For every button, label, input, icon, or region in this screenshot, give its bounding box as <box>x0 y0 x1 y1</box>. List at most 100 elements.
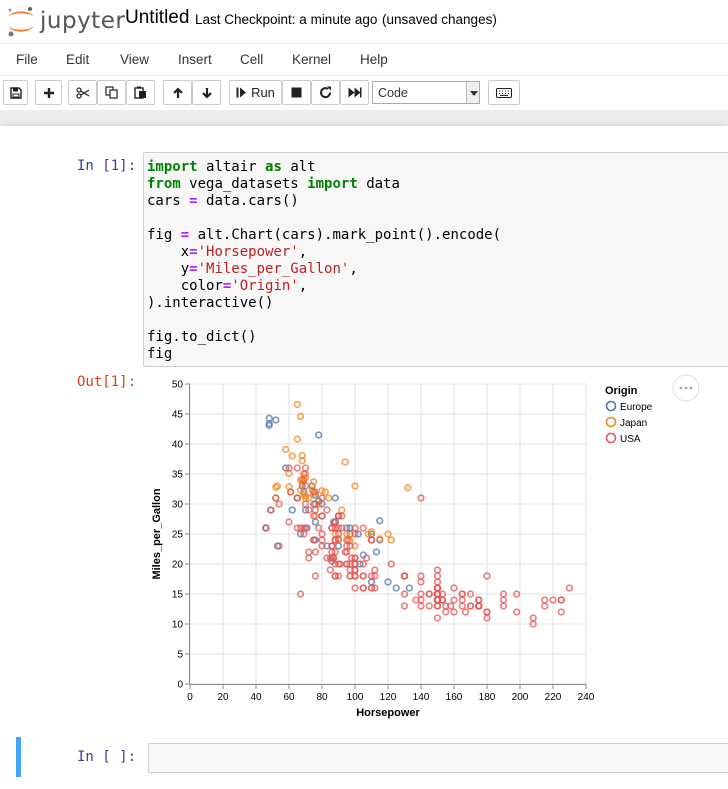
menu-edit[interactable]: Edit <box>66 52 90 67</box>
point-japan-9 <box>293 400 301 409</box>
code-line-8-op: = <box>222 278 232 294</box>
point-usa-141 <box>400 590 409 598</box>
point-usa-96 <box>305 554 313 562</box>
point-usa-168 <box>450 584 458 592</box>
point-usa-46 <box>275 542 283 550</box>
point-usa-42 <box>285 518 293 526</box>
interrupt-button[interactable] <box>282 80 311 105</box>
code-line-1-kw1: import <box>147 159 198 175</box>
point-usa-135 <box>367 536 376 544</box>
y-tick-label-0: 0 <box>177 680 183 691</box>
point-usa-175 <box>371 584 379 592</box>
x-tick-label-12: 240 <box>578 692 595 703</box>
menu-help[interactable]: Help <box>360 52 388 67</box>
point-japan-32 <box>324 494 333 502</box>
restart-button[interactable] <box>311 80 340 105</box>
point-usa-129 <box>315 524 323 532</box>
point-usa-104 <box>267 506 275 514</box>
point-usa-136 <box>359 524 367 532</box>
point-usa-189 <box>323 554 331 562</box>
point-europe-22 <box>315 431 323 439</box>
point-usa-160 <box>328 524 336 532</box>
point-usa-147 <box>331 536 339 544</box>
output-prompt: Out[1]: <box>77 374 137 390</box>
point-usa-99 <box>326 566 334 574</box>
step-forward-icon <box>236 87 247 98</box>
point-usa-69 <box>346 542 354 550</box>
menu-file[interactable]: File <box>16 52 38 67</box>
insert-cell-button[interactable] <box>35 80 62 105</box>
point-europe-6 <box>272 416 280 424</box>
point-usa-167 <box>442 608 450 616</box>
point-japan-12 <box>296 412 305 421</box>
y-tick-label-10: 50 <box>172 380 184 391</box>
point-usa-138 <box>433 566 442 574</box>
code-line-1-mod: altair <box>206 159 257 175</box>
point-usa-49 <box>458 602 466 610</box>
point-japan-45 <box>367 527 376 536</box>
legend-symbol-europe <box>605 400 617 412</box>
plus-icon <box>43 87 54 98</box>
code-cell-input[interactable]: import altair as alt from vega_datasets … <box>143 152 728 367</box>
point-usa-133 <box>310 536 318 544</box>
cell-type-select[interactable]: Code <box>372 81 480 104</box>
code-line-3-rhs: data.cars() <box>206 193 299 209</box>
move-down-button[interactable] <box>192 80 221 105</box>
point-usa-117 <box>293 524 301 532</box>
menu-kernel[interactable]: Kernel <box>292 52 332 67</box>
code-line-7-str: 'Miles_per_Gallon' <box>197 261 350 277</box>
copy-button[interactable] <box>97 80 126 105</box>
point-usa-152 <box>293 464 301 472</box>
cut-button[interactable] <box>68 80 97 105</box>
point-japan-30 <box>318 487 326 495</box>
point-usa-64 <box>311 548 320 556</box>
run-label: Run <box>251 85 275 100</box>
jupyter-logo[interactable]: jupyter <box>4 4 125 38</box>
code-line-2-kw1: from <box>147 176 181 192</box>
point-usa-158 <box>275 500 283 508</box>
point-usa-180 <box>338 524 346 532</box>
menu-insert[interactable]: Insert <box>178 52 212 67</box>
notebook-name[interactable]: Untitled <box>125 7 190 28</box>
fast-forward-icon <box>348 87 361 98</box>
scatter-chart[interactable]: 0 20 40 60 80 100 120 140 160 180 200 220 240 0 5 10 15 2… <box>140 374 728 722</box>
code-cell-input-empty[interactable] <box>148 743 728 773</box>
point-europe-4 <box>265 419 273 428</box>
notebook-container: In [1]: import altair as alt from vega_d… <box>0 126 728 789</box>
run-button[interactable]: Run <box>229 80 282 105</box>
point-usa-60 <box>400 602 409 610</box>
point-usa-159 <box>334 536 343 544</box>
point-usa-100 <box>362 554 371 562</box>
point-usa-97 <box>341 548 349 556</box>
command-palette-button[interactable] <box>488 80 520 105</box>
move-up-button[interactable] <box>163 80 192 105</box>
point-usa-130 <box>272 494 280 502</box>
point-usa-37 <box>334 512 343 520</box>
menu-cell[interactable]: Cell <box>240 52 264 67</box>
checkpoint-status: Last Checkpoint: a minute ago <box>195 12 378 27</box>
empty-code-cell[interactable]: In [ ]: <box>16 737 728 777</box>
point-usa-2 <box>433 572 442 580</box>
input-prompt: In [1]: <box>77 158 137 174</box>
point-usa-57 <box>499 602 508 610</box>
point-usa-144 <box>367 584 376 592</box>
chart-points <box>262 400 574 628</box>
stop-icon <box>291 87 302 98</box>
restart-run-all-button[interactable] <box>340 80 369 105</box>
chart-actions-menu[interactable] <box>672 374 700 402</box>
point-japan-46 <box>376 535 384 543</box>
code-editor[interactable]: import altair as alt from vega_datasets … <box>147 159 501 363</box>
menu-view[interactable]: View <box>120 52 150 67</box>
point-usa-131 <box>286 488 295 496</box>
point-usa-185 <box>400 572 409 580</box>
point-japan-10 <box>293 435 301 443</box>
point-usa-92 <box>466 602 475 610</box>
point-usa-82 <box>557 608 565 616</box>
x-tick-label-1: 20 <box>217 692 229 703</box>
save-button[interactable] <box>3 80 28 105</box>
legend-symbol-usa <box>605 432 617 444</box>
save-icon <box>9 86 22 99</box>
paste-button[interactable] <box>126 80 155 105</box>
point-usa-137 <box>417 494 425 502</box>
point-usa-171 <box>433 584 442 592</box>
